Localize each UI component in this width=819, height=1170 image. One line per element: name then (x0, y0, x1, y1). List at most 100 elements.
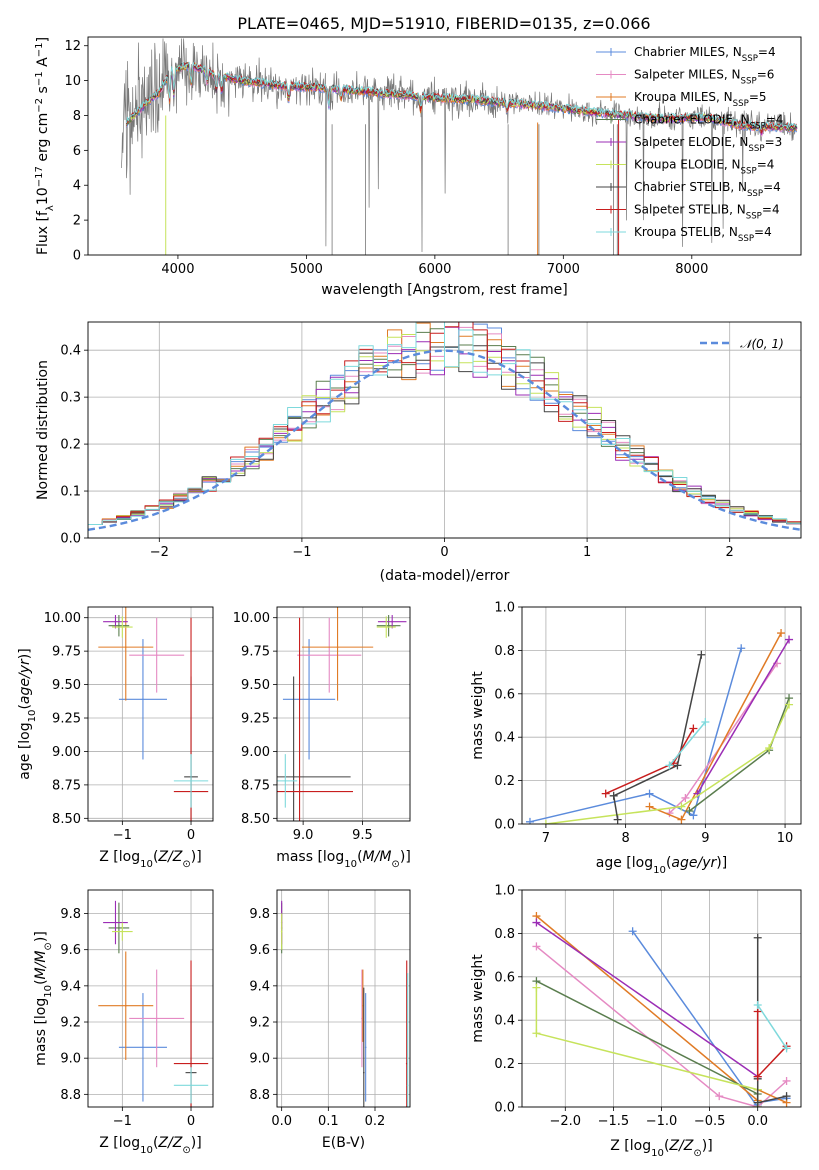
weight_vs_age-frame (521, 606, 802, 825)
weight_vs_Z-marker (715, 1092, 724, 1101)
age_vs_Z-ytick-label: 9.50 (52, 678, 81, 693)
residuals-ytick-label: 0.1 (60, 485, 81, 500)
age_vs_Z-ytick-label: 8.75 (52, 778, 81, 793)
spectrum-model-7 (126, 61, 797, 134)
spectrum-plot (121, 38, 798, 255)
mass_vs_EBV-xtick-label: 0.2 (365, 1114, 386, 1129)
weight_vs_age-line-5 (545, 704, 790, 824)
mass_vs_Z-frame (87, 889, 214, 1108)
weight_vs_age-ytick-label: 1.0 (494, 601, 515, 616)
spectrum-ytick-label: 10 (64, 74, 81, 89)
weight_vs_age-ylabel: mass weight (470, 671, 486, 760)
residuals-plot (88, 322, 801, 538)
age_vs_mass-xtick-label: 9.0 (293, 828, 314, 843)
spectrum-frame (87, 36, 802, 256)
age_vs_Z-ytick-label: 10.00 (44, 611, 81, 626)
spectrum-legend-label: Chabrier STELIB, NSSP=4 (634, 180, 781, 199)
age_vs_Z-ytick-label: 9.00 (52, 745, 81, 760)
weight_vs_age-ytick-label: 0.4 (494, 731, 515, 746)
weight_vs_age-line-6 (612, 654, 703, 820)
age_vs_Z-point (155, 654, 158, 656)
weight_vs_age-marker (541, 820, 550, 824)
weight_vs_age-marker (697, 650, 706, 659)
mass_vs_Z-ytick-label: 8.8 (60, 1088, 81, 1103)
age_vs_Z-axes: −1 0 8.50 8.75 9.00 9.25 9.50 9.75 10.00 Z [log10… (17, 606, 214, 870)
weight_vs_age-marker (613, 815, 622, 824)
weight_vs_Z-line-4 (535, 921, 759, 1078)
spectrum-xtick-label: 7000 (547, 262, 580, 277)
mass_vs_EBV-ytick-label: 9.2 (249, 1016, 270, 1031)
weight_vs_Z-marker (753, 1072, 762, 1081)
residuals-xtick-label: 0 (440, 545, 448, 560)
weight_vs_age-line-4 (696, 639, 790, 794)
weight_vs_Z-marker (753, 1001, 762, 1010)
weight_vs_Z-ytick-label: 0.6 (494, 970, 515, 985)
weight_vs_age-ytick-label: 0.0 (494, 818, 515, 833)
spectrum-xtick-label: 4000 (161, 262, 194, 277)
spectrum-legend-label: Chabrier ELODIE, NSSP=4 (634, 113, 783, 132)
mass_vs_Z-xtick-label: 0 (187, 1114, 195, 1129)
weight_vs_age-line-3 (688, 697, 790, 812)
age_vs_Z-xtick-label: −1 (113, 828, 132, 843)
age_vs_Z-xlabel: Z [log10(Z/Z⊙)] (99, 849, 201, 870)
spectrum-ytick-label: 2 (73, 214, 81, 229)
weight_vs_Z-ytick-label: 0.4 (494, 1014, 515, 1029)
age_vs_mass-frame (276, 606, 411, 822)
weight_vs_age-marker (601, 789, 610, 798)
weight_vs_Z-ylabel: mass weight (470, 954, 486, 1043)
weight_vs_Z-line-7 (756, 1011, 788, 1078)
age_vs_mass-plot (277, 607, 407, 821)
weight_vs_age-marker (737, 644, 746, 653)
age_vs_mass-ytick-label: 9.75 (241, 645, 270, 660)
mass_vs_EBV-ytick-label: 8.8 (249, 1088, 270, 1103)
spectrum-ytick-label: 4 (73, 179, 81, 194)
weight_vs_age-ytick-label: 0.6 (494, 687, 515, 702)
age_vs_Z-ytick-label: 9.25 (52, 712, 81, 727)
age_vs_Z-point (121, 626, 124, 628)
mass_vs_EBV-point (363, 1071, 365, 1074)
mass_vs_Z-ytick-label: 9.6 (60, 943, 81, 958)
age_vs_mass-point (385, 626, 388, 628)
weight_vs_Z-xlabel: Z [log10(Z/Z⊙)] (610, 1138, 712, 1159)
weight_vs_age-line-0 (529, 647, 742, 823)
mass_vs_Z-point (121, 930, 124, 933)
spectrum-xtick-label: 5000 (290, 262, 323, 277)
spectrum-legend-label: Kroupa MILES, NSSP=5 (634, 90, 767, 109)
weight_vs_Z-line-8 (757, 1004, 788, 1049)
weight_vs_Z-line-5 (535, 987, 759, 1107)
weight_vs_age-marker (681, 793, 690, 802)
age_vs_Z-point (142, 698, 144, 701)
residuals-ytick-label: 0.4 (60, 344, 81, 359)
age_vs_mass-ytick-label: 9.00 (241, 745, 270, 760)
weight_vs_age-marker (701, 718, 710, 727)
weight_vs_Z-marker (782, 1044, 791, 1053)
weight_vs_Z-marker (532, 942, 541, 951)
residuals-frame (87, 321, 802, 539)
mass_vs_Z-axes: −1 0 8.8 9.0 9.2 9.4 9.6 9.8 Z [log10(Z/Z⊙)] mass… (33, 889, 214, 1156)
mass_vs_Z-point (118, 927, 120, 929)
weight_vs_age-marker (609, 791, 618, 800)
weight_vs_Z-marker (532, 918, 541, 927)
mass_vs_EBV-ytick-label: 9.6 (249, 943, 270, 958)
age_vs_mass-point (298, 790, 301, 793)
mass_vs_Z-xlabel: Z [log10(Z/Z⊙)] (99, 1135, 201, 1156)
weight_vs_Z-ytick-label: 0.8 (494, 927, 515, 942)
figure-title: PLATE=0465, MJD=51910, FIBERID=0135, z=0… (237, 14, 650, 33)
weight_vs_Z-marker (782, 1076, 791, 1085)
weight_vs_Z-marker (753, 1098, 762, 1107)
age_vs_mass-ytick-label: 8.50 (241, 812, 270, 827)
age_vs_mass-point (391, 620, 393, 623)
mass_vs_EBV-ytick-label: 9.0 (249, 1052, 270, 1067)
mass_vs_EBV-axes: 0.0 0.1 0.2 8.8 9.0 9.2 9.4 9.6 9.8 E(B-V) (249, 889, 411, 1151)
weight_vs_age-line-7 (605, 728, 695, 795)
mass_vs_Z-point (190, 1084, 192, 1087)
age_vs_Z-point (190, 780, 192, 782)
age_vs_mass-ytick-label: 8.75 (241, 778, 270, 793)
spectrum-ytick-label: 6 (73, 144, 81, 159)
weight_vs_age-marker (677, 815, 686, 824)
mass_vs_EBV-point (280, 930, 283, 933)
weight_vs_age-xtick-label: 10 (777, 831, 794, 846)
weight_vs_age-xtick-label: 7 (542, 831, 550, 846)
weight_vs_Z-marker (782, 1092, 791, 1101)
age_vs_mass-ytick-label: 9.25 (241, 712, 270, 727)
